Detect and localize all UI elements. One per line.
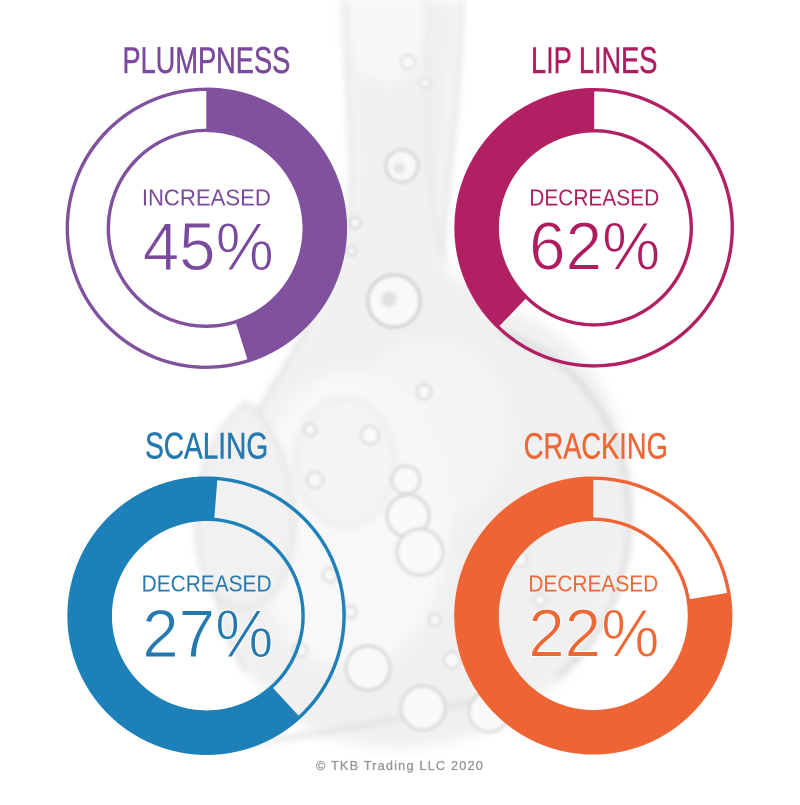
svg-text:CRACKING: CRACKING (524, 426, 668, 467)
svg-text:DECREASED: DECREASED (528, 570, 658, 596)
svg-text:INCREASED: INCREASED (142, 184, 271, 211)
svg-text:LIP LINES: LIP LINES (531, 40, 657, 81)
svg-text:SCALING: SCALING (145, 425, 268, 467)
svg-text:62%: 62% (529, 210, 660, 285)
svg-text:DECREASED: DECREASED (142, 570, 272, 596)
svg-text:45%: 45% (143, 210, 274, 285)
svg-text:PLUMPNESS: PLUMPNESS (122, 40, 290, 81)
svg-text:22%: 22% (528, 596, 659, 671)
svg-text:27%: 27% (142, 597, 273, 672)
svg-text:© TKB Trading LLC 2020: © TKB Trading LLC 2020 (316, 759, 484, 773)
svg-text:DECREASED: DECREASED (529, 185, 659, 211)
